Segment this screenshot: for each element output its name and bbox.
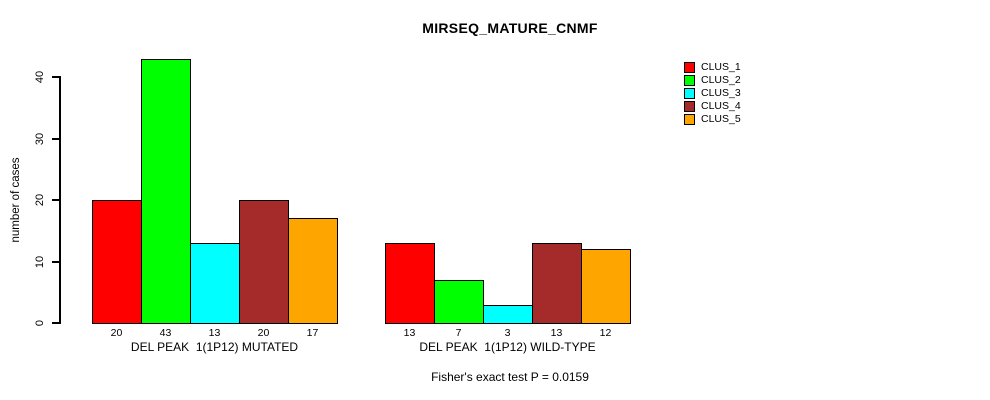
y-axis-tick-label: 10 bbox=[34, 255, 46, 268]
y-axis-tick-label: 30 bbox=[34, 132, 46, 145]
bar-clus-1-group-2 bbox=[385, 243, 435, 324]
y-axis-tick bbox=[52, 137, 60, 140]
bar-value-label: 20 bbox=[110, 327, 123, 339]
y-axis-tick bbox=[52, 322, 60, 324]
legend-item: CLUS_2 bbox=[684, 74, 741, 87]
legend-label: CLUS_3 bbox=[701, 87, 741, 100]
bar-value-label: 17 bbox=[306, 327, 319, 339]
bar-value-label: 7 bbox=[455, 327, 462, 339]
y-axis-tick bbox=[52, 76, 60, 78]
bar-clus-5-group-1 bbox=[288, 218, 338, 324]
bar-value-label: 43 bbox=[159, 327, 172, 339]
bar-value-label: 13 bbox=[208, 327, 221, 339]
legend-swatch bbox=[684, 88, 695, 99]
bar-clus-3-group-1 bbox=[190, 243, 240, 324]
y-axis-tick-label: 20 bbox=[34, 193, 46, 207]
legend-label: CLUS_1 bbox=[701, 61, 741, 74]
legend-swatch bbox=[684, 75, 695, 86]
x-category-label: DEL PEAK 1(1P12) MUTATED bbox=[130, 340, 299, 354]
legend-label: CLUS_4 bbox=[701, 100, 741, 113]
bar-clus-4-group-1 bbox=[239, 200, 289, 324]
y-axis-tick bbox=[52, 199, 60, 201]
y-axis bbox=[59, 76, 61, 324]
legend-item: CLUS_1 bbox=[684, 61, 741, 74]
bar-value-label: 20 bbox=[257, 327, 270, 339]
legend-item: CLUS_3 bbox=[684, 87, 741, 100]
y-axis-tick bbox=[52, 260, 60, 263]
legend-label: CLUS_5 bbox=[701, 113, 741, 126]
legend-item: CLUS_4 bbox=[684, 100, 741, 113]
legend-swatch bbox=[684, 62, 695, 73]
legend-label: CLUS_2 bbox=[701, 74, 741, 87]
bar-value-label: 12 bbox=[599, 327, 612, 339]
y-axis-label: number of cases bbox=[10, 157, 22, 243]
x-category-label: DEL PEAK 1(1P12) WILD-TYPE bbox=[419, 340, 596, 354]
chart-title: MIRSEQ_MATURE_CNMF bbox=[422, 20, 598, 36]
legend-swatch bbox=[684, 101, 695, 112]
bar-value-label: 13 bbox=[550, 327, 563, 339]
bar-clus-3-group-2 bbox=[483, 305, 533, 324]
annotation-fisher-test: Fisher's exact test P = 0.0159 bbox=[431, 370, 589, 384]
bar-clus-2-group-1 bbox=[141, 59, 191, 324]
bar-value-label: 3 bbox=[504, 327, 511, 339]
bar-clus-2-group-2 bbox=[434, 280, 484, 324]
bar-clus-5-group-2 bbox=[581, 249, 631, 324]
bar-value-label: 13 bbox=[403, 327, 416, 339]
legend-item: CLUS_5 bbox=[684, 113, 741, 126]
legend: CLUS_1 CLUS_2 CLUS_3 CLUS_4 CLUS_5 bbox=[684, 61, 741, 126]
bar-clus-4-group-2 bbox=[532, 243, 582, 324]
legend-swatch bbox=[684, 114, 695, 125]
bar-clus-1-group-1 bbox=[92, 200, 142, 324]
y-axis-tick-label: 40 bbox=[34, 70, 46, 84]
y-axis-tick-label: 0 bbox=[34, 319, 46, 327]
